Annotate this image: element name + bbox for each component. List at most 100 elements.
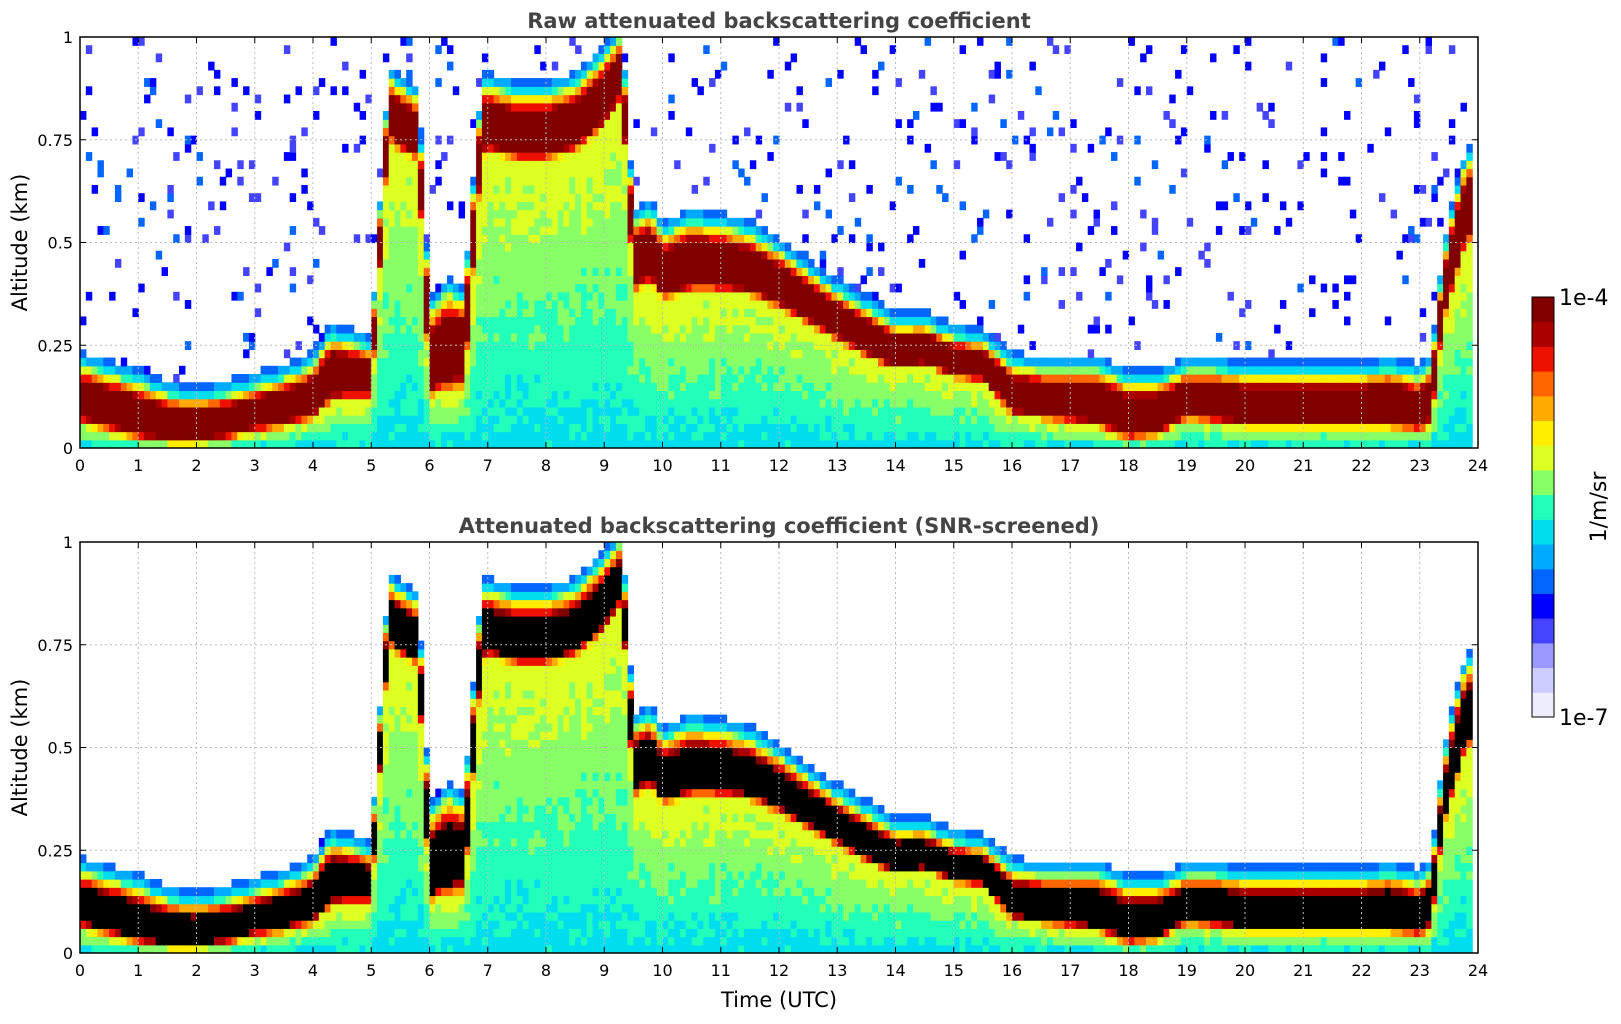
heatmap-cell [1215, 415, 1223, 424]
heatmap-cell [126, 374, 134, 383]
heatmap-cell [493, 242, 500, 252]
heatmap-cell [1151, 382, 1159, 392]
heatmap-cell [412, 324, 419, 334]
heatmap-cell [703, 349, 710, 359]
heatmap-cell [685, 217, 693, 227]
heatmap-cell [563, 102, 570, 112]
heatmap-cell [621, 258, 629, 268]
heatmap-cell [184, 439, 192, 448]
heatmap-cell [679, 349, 687, 359]
heatmap-cell [848, 308, 856, 318]
heatmap-cell [1367, 406, 1374, 416]
heatmap-cell [837, 316, 844, 326]
heatmap-cell [516, 423, 524, 433]
heatmap-cell [749, 332, 757, 342]
heatmap-cell [977, 415, 984, 424]
heatmap-cell [755, 341, 763, 350]
heatmap-cell [522, 316, 530, 326]
heatmap-cell [720, 258, 728, 268]
heatmap-cell [813, 332, 821, 342]
heatmap-cell [301, 431, 308, 441]
heatmap-cell [930, 406, 937, 416]
heatmap-cell [429, 423, 436, 433]
heatmap-cell [179, 382, 186, 392]
heatmap-cell [330, 324, 337, 334]
heatmap-cell [802, 234, 809, 244]
heatmap-cell [557, 283, 565, 293]
heatmap-cell [481, 193, 489, 202]
heatmap-cell [726, 324, 733, 334]
heatmap-cell [1402, 439, 1409, 448]
heatmap-cell [1309, 439, 1316, 448]
heatmap-cell [604, 152, 611, 161]
heatmap-cell [1338, 398, 1345, 408]
heatmap-cell [883, 423, 891, 433]
heatmap-cell [1093, 423, 1100, 433]
heatmap-cell [1419, 398, 1427, 408]
heatmap-cell [511, 176, 518, 186]
heatmap-cell [528, 283, 535, 293]
heatmap-cell [843, 382, 850, 392]
heatmap-cell [278, 382, 285, 392]
heatmap-cell [1192, 390, 1199, 400]
heatmap-cell [487, 431, 495, 441]
heatmap-cell [889, 382, 897, 392]
heatmap-cell [621, 160, 629, 170]
heatmap-cell [476, 324, 483, 334]
heatmap-cell [452, 308, 460, 318]
heatmap-cell [1338, 439, 1345, 448]
heatmap-cell [289, 193, 297, 202]
heatmap-cell [551, 152, 559, 161]
heatmap-cell [499, 415, 506, 424]
heatmap-cell [260, 415, 267, 424]
heatmap-cell [1046, 357, 1054, 367]
heatmap-cell [627, 234, 634, 244]
heatmap-cell [481, 439, 489, 448]
heatmap-cell [1268, 357, 1275, 367]
heatmap-cell [796, 258, 803, 268]
heatmap-cell [557, 78, 565, 87]
heatmap-cell [394, 102, 401, 112]
heatmap-cell [155, 390, 163, 400]
heatmap-cell [615, 242, 623, 252]
heatmap-cell [732, 357, 739, 367]
heatmap-cell [738, 283, 745, 293]
heatmap-cell [854, 406, 862, 416]
heatmap-cell [1256, 398, 1264, 408]
heatmap-cell [260, 431, 267, 441]
heatmap-cell [650, 250, 658, 260]
heatmap-cell [1390, 390, 1398, 400]
heatmap-cell [668, 283, 675, 293]
heatmap-cell [499, 357, 506, 367]
heatmap-cell [91, 184, 99, 194]
heatmap-cell [831, 415, 838, 424]
heatmap-cell [1204, 415, 1211, 424]
heatmap-cell [534, 217, 541, 227]
heatmap-cell [615, 324, 623, 334]
heatmap-cell [808, 374, 815, 383]
heatmap-cell [516, 415, 524, 424]
heatmap-cell [394, 242, 401, 252]
heatmap-cell [714, 308, 722, 318]
heatmap-cell [569, 86, 576, 96]
heatmap-cell [848, 406, 856, 416]
heatmap-cell [761, 431, 768, 441]
heatmap-cell [1186, 390, 1194, 400]
heatmap-cell [779, 415, 786, 424]
heatmap-cell [598, 53, 605, 63]
heatmap-cell [1116, 439, 1124, 448]
heatmap-cell [959, 300, 966, 309]
heatmap-cell [563, 398, 570, 408]
heatmap-cell [1140, 431, 1147, 441]
heatmap-cell [1052, 382, 1060, 392]
heatmap-cell [1180, 415, 1188, 424]
heatmap-cell [714, 275, 722, 285]
heatmap-cell [656, 431, 664, 441]
heatmap-cell [720, 423, 728, 433]
heatmap-cell [493, 398, 500, 408]
heatmap-cell [924, 382, 932, 392]
heatmap-cell [615, 234, 623, 244]
heatmap-cell [371, 415, 378, 424]
heatmap-cell [85, 398, 93, 408]
heatmap-cell [103, 415, 110, 424]
